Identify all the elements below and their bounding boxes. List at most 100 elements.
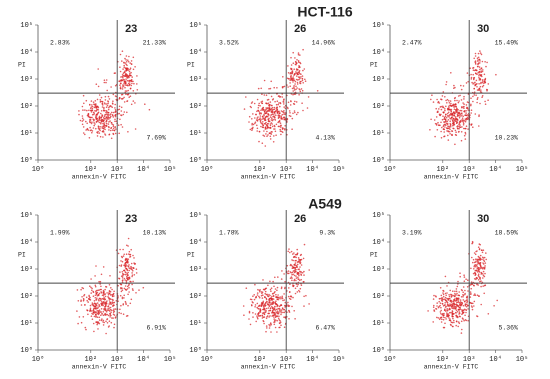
event-dot [447,121,449,123]
event-dot [258,103,260,105]
event-dot [127,262,129,264]
event-dot [481,67,483,69]
event-dot [93,305,95,307]
event-dot [297,74,299,76]
event-dot [129,281,131,283]
event-dot [265,123,267,125]
event-dot [480,304,482,306]
event-dot [276,104,278,106]
event-dot [257,110,259,112]
event-dot [296,87,298,89]
event-dot [114,310,116,312]
event-dot [275,309,277,311]
event-dot [92,108,94,110]
event-dot [265,133,267,135]
event-dot [459,323,461,325]
event-dot [76,310,78,312]
event-dot [90,308,92,310]
event-dot [439,298,441,300]
event-dot [94,104,96,106]
event-dot [449,320,451,322]
event-dot [480,89,482,91]
event-dot [101,308,103,310]
y-tick-label: 10⁰ [372,156,385,165]
event-dot [474,252,476,254]
event-dot [262,315,264,317]
event-dot [259,290,261,292]
event-dot [125,274,127,276]
y-tick-label: 10⁴ [189,239,202,247]
event-dot [482,285,484,287]
event-dot [482,257,484,259]
event-dot [484,273,486,275]
x-tick-label: 10⁰ [384,355,397,364]
x-axis-label: annexin-V FITC [241,174,296,181]
event-dot [294,279,296,281]
event-dot [101,114,103,116]
event-dot [443,299,445,301]
event-dot [92,313,94,315]
event-dot [88,296,90,298]
event-dot [482,268,484,270]
event-dot [446,300,448,302]
event-dot [479,249,481,251]
event-dot [105,286,107,288]
event-dot [259,105,261,107]
event-dot [440,311,442,313]
event-dot [89,299,91,301]
event-dot [89,104,91,106]
event-dot [283,103,285,105]
event-dot [120,124,122,126]
x-axis-label: annexin-V FITC [72,364,127,371]
event-dot [130,249,132,251]
y-tick-label: 10⁰ [20,346,33,355]
event-dot [264,94,266,96]
event-dot [271,111,273,113]
event-dot [251,102,253,104]
event-dot [482,79,484,81]
event-dot [473,305,475,307]
event-dot [452,316,454,318]
event-dot [442,303,444,305]
event-dot [90,278,92,280]
event-dot [109,98,111,100]
event-dot [128,76,130,78]
event-dot [105,299,107,301]
y-tick-label: 10⁵ [189,212,202,220]
event-dot [299,78,301,80]
event-dot [441,321,443,323]
event-dot [445,293,447,295]
event-dot [126,264,128,266]
event-dot [472,303,474,305]
event-dot [435,295,437,297]
event-dot [95,110,97,112]
event-dot [435,108,437,110]
event-dot [118,133,120,135]
event-dot [276,320,278,322]
event-dot [303,296,305,298]
event-dot [132,274,134,276]
event-dot [102,127,104,129]
event-dot [129,81,131,83]
event-dot [128,264,130,266]
event-dot [269,108,271,110]
event-dot [103,294,105,296]
event-dot [118,80,120,82]
event-dot [273,303,275,305]
event-dot [100,99,102,101]
event-dot [451,117,453,119]
event-dot [110,309,112,311]
event-dot [456,288,458,290]
event-dot [78,110,80,112]
event-dot [443,131,445,133]
event-dot [478,246,480,248]
event-dot [477,59,479,61]
event-dot [301,102,303,104]
y-tick-label: 10⁰ [20,156,33,165]
event-dot [458,291,460,293]
event-dot [472,309,474,311]
event-dot [466,125,468,127]
event-dot [268,313,270,315]
event-dot [86,110,88,112]
event-dot [275,327,277,329]
